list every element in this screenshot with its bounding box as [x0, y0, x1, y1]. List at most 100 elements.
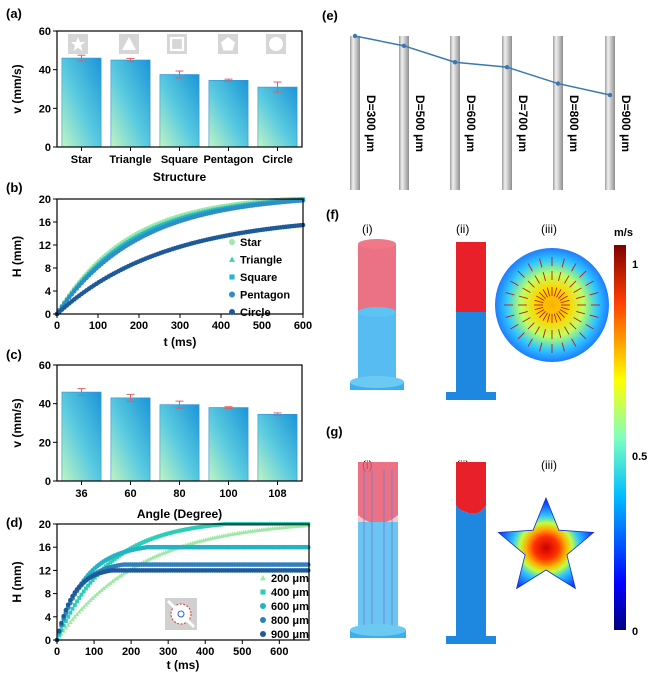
chart-d-point-1-26	[112, 556, 117, 561]
chart-c-xlabel: Angle (Degree)	[137, 507, 222, 521]
chart-c-ytick-label-1: 20	[39, 437, 51, 449]
chart-b-legend-marker-2	[229, 274, 235, 280]
flow-arrow	[538, 311, 546, 319]
pentagon-icon	[218, 34, 238, 54]
chart-a-bar-2	[159, 74, 200, 148]
panel-e-label: (e)	[322, 8, 338, 23]
chart-d-point-1-6	[68, 610, 73, 615]
chart-d-point-1-43	[150, 536, 155, 541]
chart-b-legend-label-1: Triangle	[240, 255, 282, 267]
colorbar-tick-max: 1	[632, 259, 638, 271]
chart-b-point-3-5	[67, 295, 72, 300]
chart-d-point-1-34	[130, 545, 135, 550]
flow-arrow	[589, 292, 599, 296]
tube-label-4: D=800 μm	[567, 95, 581, 152]
chart-d-point-1-22	[103, 564, 108, 569]
chart-d-point-1-69	[208, 523, 213, 528]
chart-d-point-0-15	[88, 597, 93, 603]
chart-d-point-4-5	[65, 602, 71, 608]
chart-a-xtick-label-2: Square	[161, 154, 198, 166]
chart-d-point-0-26	[112, 577, 118, 582]
panel-c-label: (c)	[6, 347, 22, 362]
colorbar-tick-min: 0	[632, 626, 638, 638]
chart-d-point-1-45	[155, 534, 160, 539]
chart-d-xlabel: t (ms)	[167, 658, 200, 672]
chart-d-xtick-label-1: 100	[85, 646, 103, 658]
flow-arrow	[542, 272, 546, 281]
chart-d-point-1-72	[215, 522, 220, 527]
chart-d-point-3-113	[305, 562, 311, 567]
flow-arrow	[546, 287, 551, 297]
flow-arrow	[559, 295, 568, 301]
chart-d-point-0-6	[68, 619, 73, 625]
chart-b-ytick-label-2: 8	[45, 263, 51, 275]
panel-f-sub-i: (i)	[362, 222, 373, 236]
colorbar-unit: m/s	[614, 227, 633, 239]
chart-d-legend-marker-0	[260, 575, 266, 581]
flow-arrow	[585, 280, 594, 286]
flow-arrow	[571, 263, 577, 272]
chart-d-point-0-4	[63, 625, 69, 630]
chart-d-point-0-28	[116, 574, 122, 579]
flow-arrow	[517, 270, 525, 278]
chart-b-legend-label-2: Square	[240, 272, 277, 284]
chart-c-bar-0	[61, 391, 102, 482]
chart-d-legend-label-3: 800 μm	[271, 615, 309, 627]
chart-d-point-1-56	[179, 528, 184, 533]
chart-d-point-1-47	[159, 533, 164, 538]
circle-icon	[266, 34, 286, 54]
chart-d-point-1-23	[106, 562, 111, 567]
chart-b-xtick-label-2: 200	[130, 320, 148, 332]
chart-d-point-1-11	[79, 592, 84, 597]
chart-d-legend-marker-2	[260, 603, 266, 609]
chart-d-point-1-35	[132, 544, 137, 549]
chart-b-xtick-label-3: 300	[171, 320, 189, 332]
chart-d-point-1-49	[163, 532, 168, 537]
chart-a-bar-4	[257, 86, 298, 148]
chart-d-point-1-44	[152, 535, 157, 540]
cross-section-icon	[165, 598, 197, 630]
chart-d-point-0-14	[85, 600, 91, 605]
flow-arrow	[522, 287, 531, 293]
chart-d-point-0-24	[108, 580, 113, 585]
chart-d-legend-label-0: 200 μm	[271, 573, 309, 585]
flow-arrow	[536, 309, 545, 315]
chart-d-point-1-5	[66, 614, 71, 619]
flow-arrow	[560, 299, 570, 304]
chart-c-ytick-label-2: 40	[39, 399, 51, 411]
flow-arrow	[576, 295, 585, 299]
flow-arrow	[505, 314, 515, 318]
flow-arrow	[546, 313, 551, 323]
chart-c-errorbar-3	[224, 406, 233, 409]
chart-d-point-1-12	[81, 589, 86, 594]
chart-d-point-0-7	[70, 617, 75, 622]
chart-d-xtick-label-3: 300	[159, 646, 177, 658]
tube-label-2: D=600 μm	[464, 95, 478, 152]
chart-c-errorbar-1	[126, 393, 135, 402]
meniscus-point-2	[452, 60, 458, 65]
chart-d-point-0-19	[96, 589, 102, 594]
chart-d-point-4-4	[63, 607, 69, 613]
chart-b-xlabel: t (ms)	[164, 335, 197, 349]
chart-b-ylabel: H (mm)	[10, 236, 24, 277]
flow-arrow	[522, 317, 531, 323]
chart-d-legend-marker-1	[260, 589, 266, 595]
chart-d-point-1-39	[141, 540, 146, 544]
colorbar-gradient	[614, 245, 626, 630]
chart-d-point-4-3	[61, 613, 66, 619]
chart-d-point-1-59	[186, 527, 191, 531]
panel-b-label: (b)	[6, 180, 23, 195]
velocity-field-circle	[495, 248, 609, 362]
flow-arrow	[564, 275, 570, 284]
capillary-tube-5	[605, 36, 615, 190]
flow-arrow	[573, 287, 582, 293]
chart-d-ytick-label-1: 4	[45, 612, 52, 624]
chart-a-ytick-label-2: 40	[39, 65, 51, 77]
chart-d-xtick-label-6: 600	[270, 646, 288, 658]
chart-b-ytick-label-3: 12	[39, 240, 51, 252]
flow-arrow	[579, 332, 587, 340]
chart-a-errorbar-4	[273, 81, 282, 93]
panel-f-sub-iii: (iii)	[541, 222, 557, 236]
